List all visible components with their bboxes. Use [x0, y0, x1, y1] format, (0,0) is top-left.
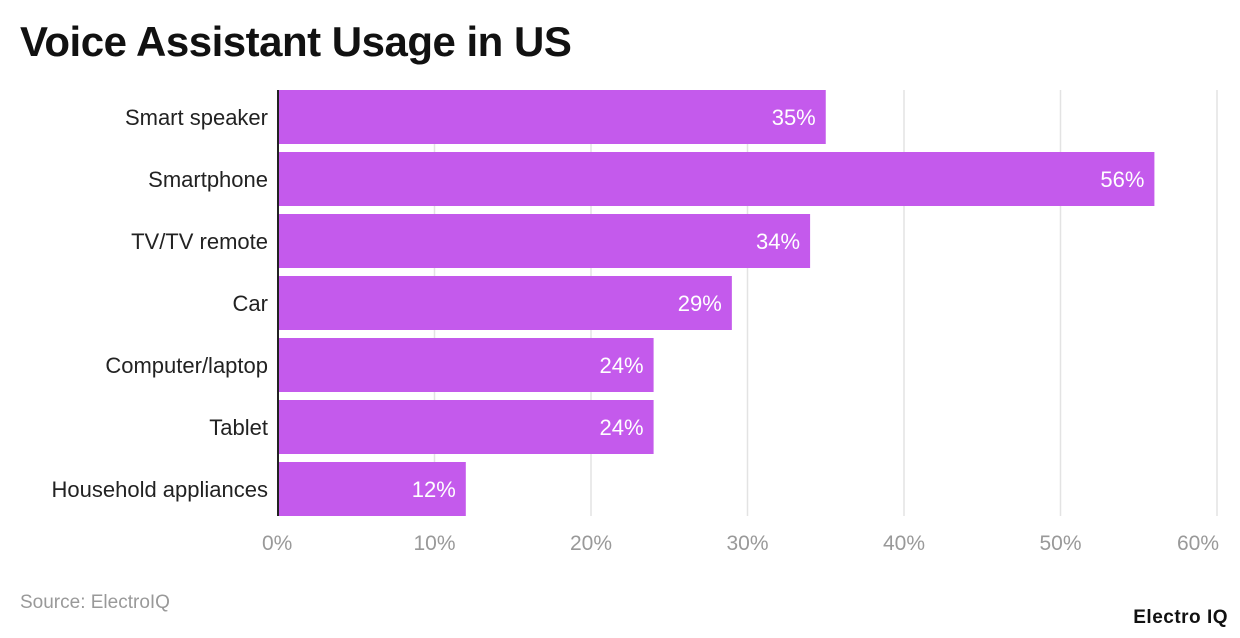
bar: [278, 90, 826, 144]
category-label: Smart speaker: [125, 105, 268, 130]
category-label: TV/TV remote: [131, 229, 268, 254]
category-label: Tablet: [209, 415, 268, 440]
bars: [278, 90, 1155, 516]
category-label: Computer/laptop: [105, 353, 268, 378]
value-label: 24%: [600, 353, 644, 378]
value-label: 34%: [756, 229, 800, 254]
x-axis-ticks: 0% 10% 20% 30% 40% 50% 60%: [262, 532, 1219, 555]
category-labels: Smart speaker Smartphone TV/TV remote Car Co…: [52, 105, 269, 502]
source-note: Source: ElectroIQ: [20, 592, 170, 613]
x-tick-label: 40%: [883, 532, 925, 555]
x-tick-label: 20%: [570, 532, 612, 555]
bar: [278, 400, 654, 454]
x-tick-label: 10%: [413, 532, 455, 555]
bar: [278, 276, 732, 330]
category-label: Car: [233, 291, 268, 316]
value-label: 56%: [1100, 167, 1144, 192]
bar: [278, 462, 466, 516]
value-label: 12%: [412, 477, 456, 502]
x-tick-label: 0%: [262, 532, 292, 555]
value-label: 29%: [678, 291, 722, 316]
category-label: Household appliances: [52, 477, 269, 502]
x-tick-label: 30%: [726, 532, 768, 555]
x-tick-label: 50%: [1039, 532, 1081, 555]
chart-title: Voice Assistant Usage in US: [20, 18, 572, 65]
value-labels: 35% 56% 34% 29% 24% 24% 12%: [412, 105, 1145, 502]
bar: [278, 338, 654, 392]
x-tick-label: 60%: [1177, 532, 1219, 555]
category-label: Smartphone: [148, 167, 268, 192]
brand-logo: Electro IQ: [1133, 607, 1228, 628]
value-label: 35%: [772, 105, 816, 130]
bar: [278, 152, 1155, 206]
bar: [278, 214, 811, 268]
value-label: 24%: [600, 415, 644, 440]
